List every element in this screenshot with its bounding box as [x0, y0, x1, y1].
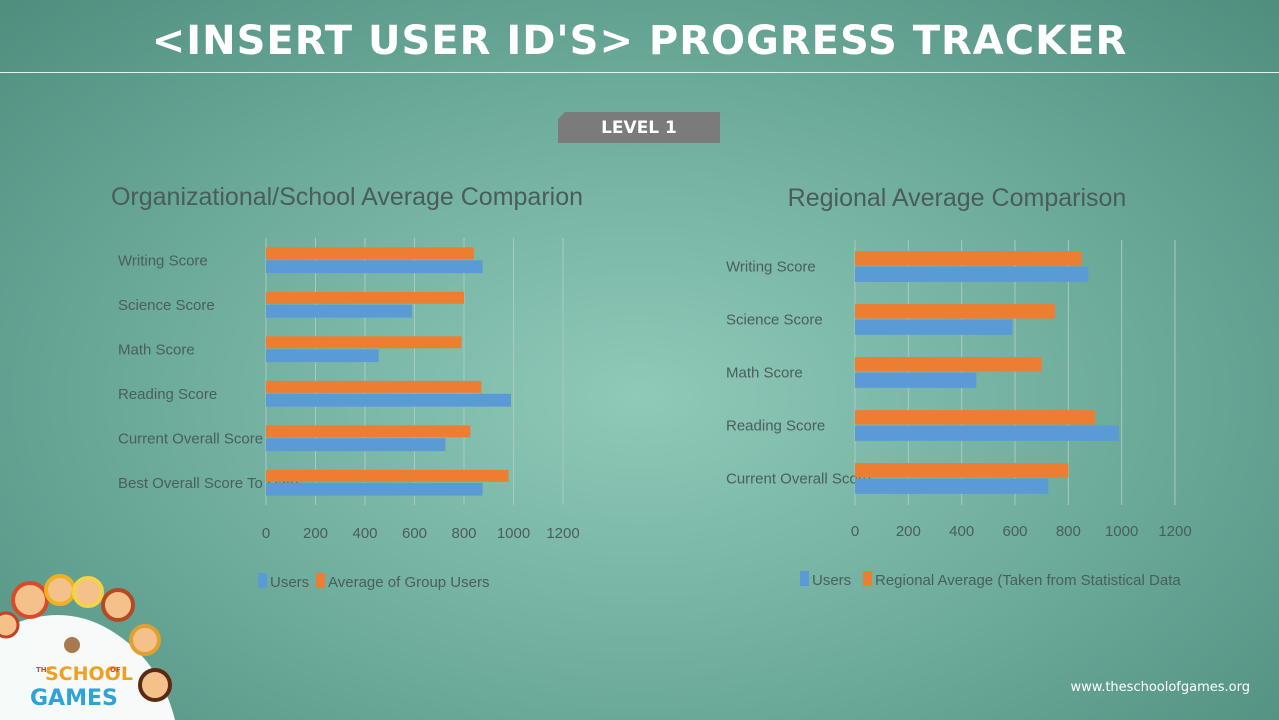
chart-1-bar-comparison: [855, 410, 1095, 425]
chart-1-legend-label: Users: [812, 572, 851, 589]
chart-0-title: Organizational/School Average Comparion: [111, 183, 583, 211]
chart-1-bar-comparison: [855, 463, 1069, 478]
footer-url[interactable]: www.theschoolofgames.org: [1070, 680, 1251, 695]
chart-1-bar-users: [855, 372, 977, 388]
chart-0-tick-label: 1200: [546, 525, 579, 542]
chart-0-bar-users: [266, 393, 512, 407]
logo-text-school: SCHOOL: [45, 663, 133, 685]
chart-0-bar-comparison: [266, 469, 509, 482]
chart-1-category-label: Writing Score: [726, 259, 816, 276]
level-badge: LEVEL 1: [558, 112, 720, 143]
logo-text-the: THE: [36, 666, 52, 674]
chart-1-tick-label: 400: [949, 523, 974, 540]
page-title: <INSERT USER ID'S> PROGRESS TRACKER: [151, 18, 1128, 64]
title-divider: [0, 72, 1279, 73]
chart-0-bar-users: [266, 304, 413, 318]
chart-1-tick-label: 600: [1002, 523, 1027, 540]
chart-0-bar-comparison: [266, 425, 471, 438]
chart-0-tick-label: 400: [352, 525, 377, 542]
chart-0-category-label: Current Overall Score: [118, 430, 263, 447]
chart-0-bar-users: [266, 349, 379, 363]
chart-1-bar-users: [855, 425, 1119, 441]
chart-1-bar-users: [855, 266, 1089, 282]
chart-1-tick-label: 1200: [1158, 523, 1191, 540]
chart-1-tick-label: 800: [1056, 523, 1081, 540]
chart-1-bar-comparison: [855, 251, 1082, 266]
school-of-games-logo: THE SCHOOL OF GAMES: [0, 574, 175, 720]
chart-0-tick-label: 800: [451, 525, 476, 542]
chart-1-tick-label: 1000: [1105, 523, 1138, 540]
chart-1-category-label: Science Score: [726, 312, 823, 329]
chart-0-bar-users: [266, 482, 483, 496]
chart-1-title: Regional Average Comparison: [788, 184, 1127, 212]
chart-0-category-label: Reading Score: [118, 386, 217, 403]
chart-0-category-label: Science Score: [118, 297, 215, 314]
chart-1-bar-comparison: [855, 357, 1042, 372]
chart-0-category-label: Math Score: [118, 341, 195, 358]
chart-0-bar-comparison: [266, 291, 464, 304]
chart-0-bar-users: [266, 438, 446, 452]
chart-0-bar-users: [266, 260, 483, 274]
chart-1-legend-label: Regional Average (Taken from Statistical…: [875, 572, 1181, 589]
logo-text-of: OF: [110, 666, 121, 674]
chart-0-legend-swatch: [316, 573, 325, 588]
chart-1-category-label: Current Overall Score: [726, 471, 871, 488]
chart-1-tick-label: 0: [851, 523, 859, 540]
chart-1-bar-comparison: [855, 304, 1055, 319]
chart-1-tick-label: 200: [896, 523, 921, 540]
chart-0-bar-comparison: [266, 380, 482, 393]
chart-0-tick-label: 600: [402, 525, 427, 542]
chart-0-legend-label: Average of Group Users: [328, 574, 489, 591]
chart-1-legend-swatch: [863, 571, 872, 586]
chart-1-category-label: Math Score: [726, 365, 803, 382]
chart-0-tick-label: 1000: [497, 525, 530, 542]
logo-text-games: GAMES: [30, 686, 118, 711]
chart-0-tick-label: 0: [262, 525, 270, 542]
chart-1-bar-users: [855, 319, 1013, 335]
chart-1-bar-users: [855, 478, 1049, 494]
chart-0-tick-label: 200: [303, 525, 328, 542]
chart-0-bar-comparison: [266, 247, 474, 260]
chart-0-bar-comparison: [266, 336, 462, 349]
chart-1-legend-swatch: [800, 571, 809, 586]
chart-0-legend-label: Users: [270, 574, 309, 591]
chart-0-category-label: Writing Score: [118, 252, 208, 269]
chart-1-category-label: Reading Score: [726, 418, 825, 435]
chart-0-category-label: Best Overall Score To Date: [118, 475, 299, 492]
chart-0-legend-swatch: [258, 573, 267, 588]
